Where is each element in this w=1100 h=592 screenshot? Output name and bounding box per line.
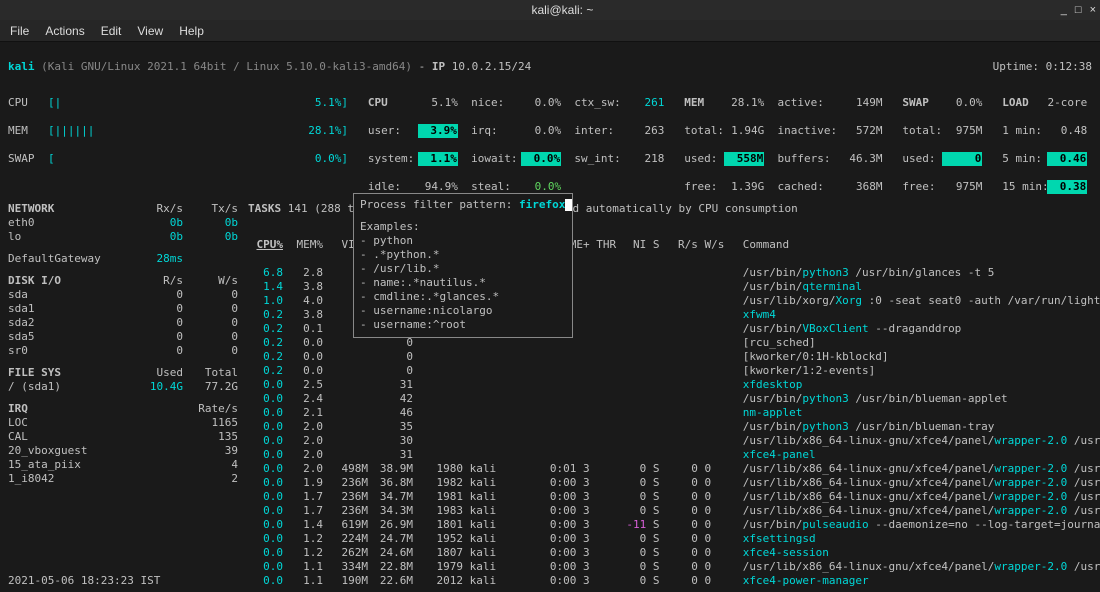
menu-edit[interactable]: Edit xyxy=(101,24,122,38)
process-row: 0.20.00 [kworker/1:2-events] xyxy=(248,364,1100,378)
example-line: - username:nicolargo xyxy=(360,304,566,318)
disk-row: sda500 xyxy=(8,330,238,344)
ip-value: 10.0.2.15/24 xyxy=(452,60,531,73)
menu-file[interactable]: File xyxy=(10,24,29,38)
process-row: 0.02.146 nm-applet xyxy=(248,406,1100,420)
terminal-area: kali (Kali GNU/Linux 2021.1 64bit / Linu… xyxy=(0,42,1100,592)
maximize-icon[interactable]: □ xyxy=(1075,4,1082,16)
menu-actions[interactable]: Actions xyxy=(45,24,84,38)
left-sidebar: NETWORKRx/sTx/s eth00b0blo0b0b DefaultGa… xyxy=(8,202,238,588)
irq-row: 15_ata_piix4 xyxy=(8,458,238,472)
disk-row: sda00 xyxy=(8,288,238,302)
examples-label: Examples: xyxy=(360,220,566,234)
disk-row: sda200 xyxy=(8,316,238,330)
irq-row: 20_vboxguest39 xyxy=(8,444,238,458)
example-line: - name:.*nautilus.* xyxy=(360,276,566,290)
network-row: eth00b0b xyxy=(8,216,238,230)
process-row: 0.02.031 xfce4-panel xyxy=(248,448,1100,462)
process-row: 0.01.4619M26.9M1801 kali0:00 3 -11 S0 0 … xyxy=(248,518,1100,532)
process-row: 0.01.1190M22.6M2012 kali0:00 3 0 S0 0 xf… xyxy=(248,574,1100,588)
window-title: kali@kali: ~ xyxy=(64,3,1061,17)
footer-timestamp: 2021-05-06 18:23:23 IST xyxy=(8,574,160,588)
window-titlebar: kali@kali: ~ _ □ × xyxy=(0,0,1100,20)
process-row: 0.02.0498M38.9M1980 kali0:01 3 0 S0 0 /u… xyxy=(248,462,1100,476)
filter-popup: Process filter pattern: firefox Examples… xyxy=(353,193,573,338)
hostname: kali xyxy=(8,60,35,73)
menu-bar: File Actions Edit View Help xyxy=(0,20,1100,42)
process-row: 0.01.2224M24.7M1952 kali0:00 3 0 S0 0 xf… xyxy=(248,532,1100,546)
example-line: - cmdline:.*glances.* xyxy=(360,290,566,304)
minimize-icon[interactable]: _ xyxy=(1061,4,1067,16)
disk-row: sda100 xyxy=(8,302,238,316)
stats-row-1: CPU[|5.1%] CPU5.1% nice:0.0% ctx_sw:261 … xyxy=(8,82,1092,110)
irq-row: LOC1165 xyxy=(8,416,238,430)
stats-row-4: idle:94.9% steal:0.0% free:1.39G cached:… xyxy=(8,166,1092,194)
process-row: 0.02.035 /usr/bin/python3 /usr/bin/bluem… xyxy=(248,420,1100,434)
process-row: 0.20.00 [kworker/0:1H-kblockd] xyxy=(248,350,1100,364)
uptime-label: Uptime: xyxy=(993,60,1039,73)
process-row: 0.01.1334M22.8M1979 kali0:00 3 0 S0 0 /u… xyxy=(248,560,1100,574)
process-row: 0.02.531 xfdesktop xyxy=(248,378,1100,392)
close-icon[interactable]: × xyxy=(1090,4,1096,16)
uptime-value: 0:12:38 xyxy=(1046,60,1092,73)
network-row: lo0b0b xyxy=(8,230,238,244)
process-row: 0.02.030 /usr/lib/x86_64-linux-gnu/xfce4… xyxy=(248,434,1100,448)
fs-row: / (sda1)10.4G77.2G xyxy=(8,380,238,394)
process-row: 0.01.9236M36.8M1982 kali0:00 3 0 S0 0 /u… xyxy=(248,476,1100,490)
menu-help[interactable]: Help xyxy=(179,24,204,38)
irq-row: 1_i80422 xyxy=(8,472,238,486)
disk-row: sr000 xyxy=(8,344,238,358)
example-line: - .*python.* xyxy=(360,248,566,262)
example-line: - username:^root xyxy=(360,318,566,332)
process-row: 0.01.7236M34.7M1981 kali0:00 3 0 S0 0 /u… xyxy=(248,490,1100,504)
example-line: - /usr/lib.* xyxy=(360,262,566,276)
filter-input[interactable]: firefox xyxy=(519,198,565,211)
process-row: 0.01.2262M24.6M1807 kali0:00 3 0 S0 0 xf… xyxy=(248,546,1100,560)
filter-label: Process filter pattern: xyxy=(360,198,519,211)
process-row: 0.01.7236M34.3M1983 kali0:00 3 0 S0 0 /u… xyxy=(248,504,1100,518)
process-row: 0.20.00 [rcu_sched] xyxy=(248,336,1100,350)
irq-row: CAL135 xyxy=(8,430,238,444)
stats-row-3: SWAP[0.0%] system:1.1% iowait:0.0% sw_in… xyxy=(8,138,1092,166)
tasks-title: TASKS xyxy=(248,202,281,215)
example-line: - python xyxy=(360,234,566,248)
os-string: (Kali GNU/Linux 2021.1 64bit / Linux 5.1… xyxy=(41,60,412,73)
ip-label: IP xyxy=(432,60,445,73)
process-row: 0.02.442 /usr/bin/python3 /usr/bin/bluem… xyxy=(248,392,1100,406)
stats-row-2: MEM[||||||28.1%] user:3.9% irq:0.0% inte… xyxy=(8,110,1092,138)
menu-view[interactable]: View xyxy=(137,24,163,38)
